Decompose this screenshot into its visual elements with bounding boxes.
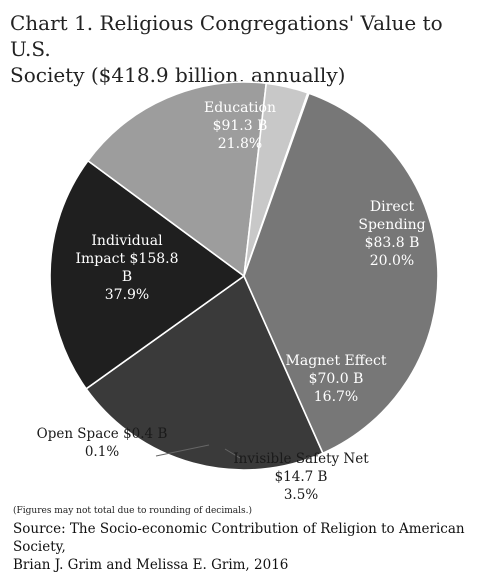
slice-label-invisible-safety-net: Invisible Safety Net $14.7 B 3.5%: [233, 451, 369, 503]
pie-slice-direct-spending: [49, 159, 246, 390]
chart-title-line-2: Society ($418.9 billion, annually): [10, 63, 346, 87]
source-line-2: Brian J. Grim and Melissa E. Grim, 2016: [13, 557, 289, 573]
chart-title: Chart 1. Religious Congregations' Value …: [10, 10, 480, 88]
slice-label-magnet-effect: Magnet Effect $70.0 B 16.7%: [286, 353, 387, 405]
slice-label-individual-impact: Individual Impact $158.8 B 37.9%: [75, 233, 178, 303]
source-line-1: Source: The Socio-economic Contribution …: [13, 521, 465, 555]
slice-label-open-space: Open Space $0.4 B 0.1%: [37, 426, 168, 460]
pie-slice-education: [85, 274, 324, 471]
pie-slice-magnet-effect: [86, 81, 268, 278]
slice-label-direct-spending: Direct Spending $83.8 B 20.0%: [358, 199, 425, 269]
leader-line-invisible-safety-net: [224, 448, 241, 459]
chart-title-line-1: Chart 1. Religious Congregations' Value …: [10, 11, 443, 61]
source-citation: Source: The Socio-economic Contribution …: [13, 520, 493, 574]
pie-slice-individual-impact: [243, 92, 439, 455]
slice-label-education: Education $91.3 B 21.8%: [204, 100, 276, 152]
leader-line-open-space: [155, 444, 210, 457]
rounding-note: (Figures may not total due to rounding o…: [13, 506, 252, 516]
